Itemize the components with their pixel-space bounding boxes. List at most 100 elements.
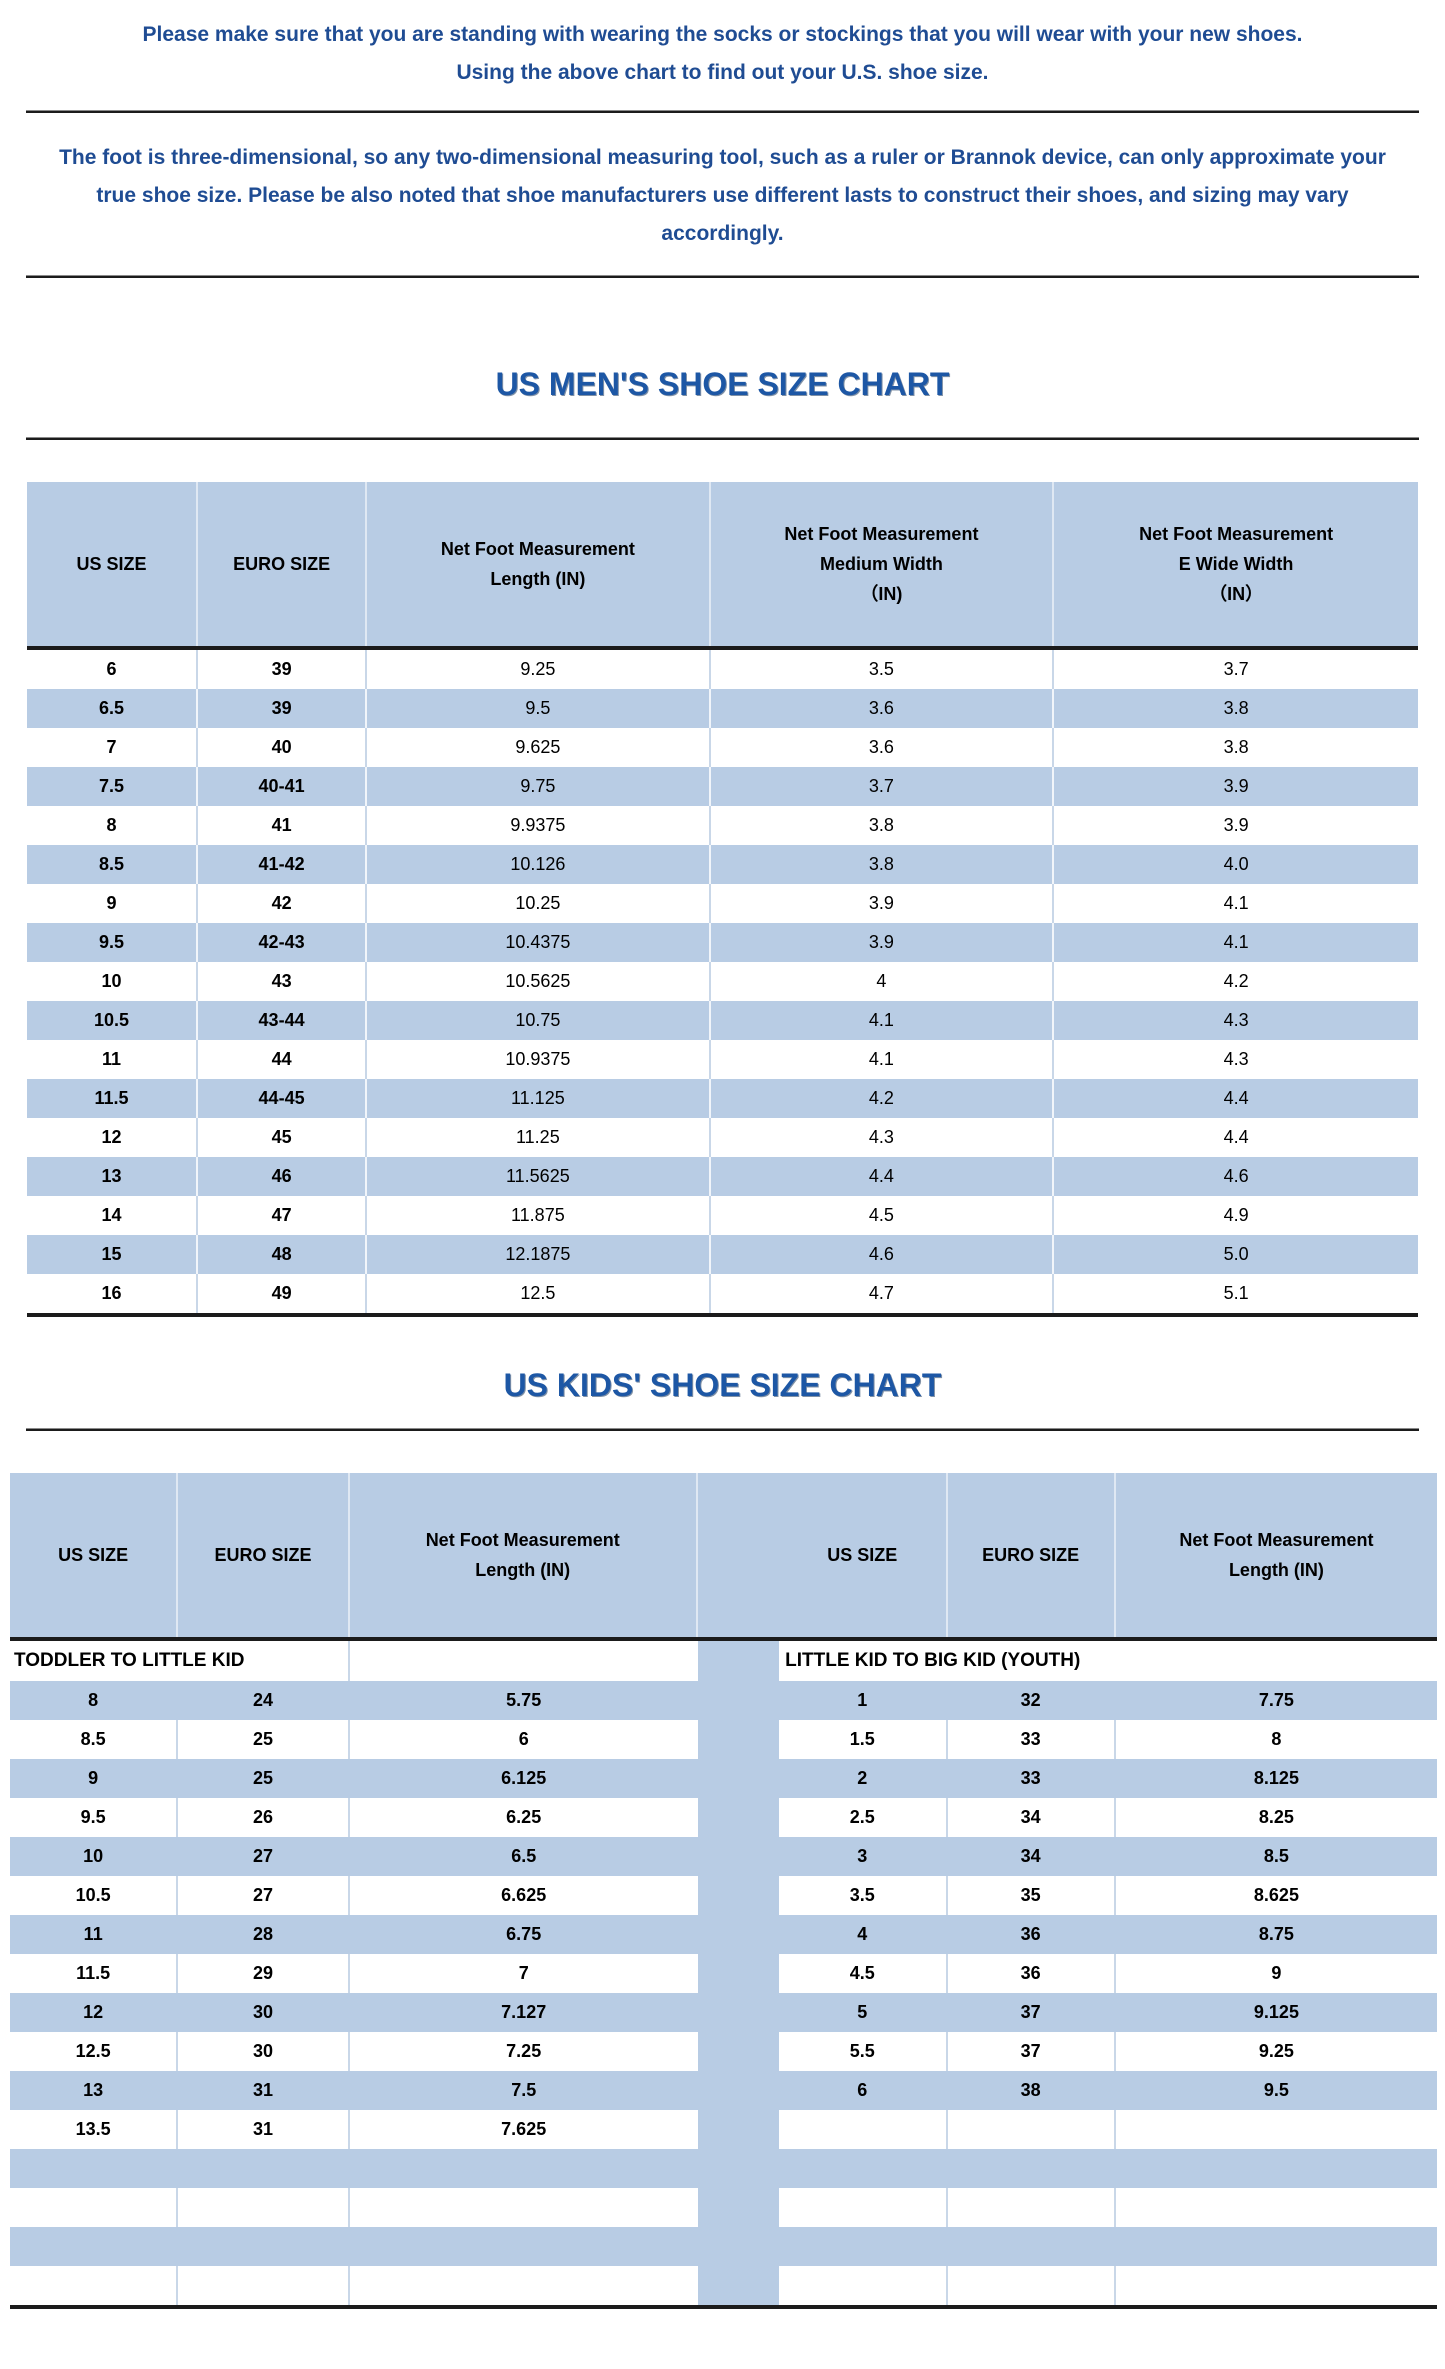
- cell-medium-width: 4.1: [711, 1040, 1055, 1079]
- table-row: 12 30 7.127 5 37 9.125: [10, 1993, 1437, 2032]
- table-row: 8 24 5.75 1 32 7.75: [10, 1681, 1437, 1720]
- cell-euro-size: 39: [198, 650, 368, 689]
- header-euro-size-right: EURO SIZE: [948, 1473, 1116, 1637]
- kids-table-header-row: US SIZE EURO SIZE Net Foot Measurement L…: [10, 1473, 1437, 1641]
- header-us-size: US SIZE: [27, 482, 199, 646]
- cell-us-size: 6.5: [27, 689, 199, 728]
- cell-medium-width: 3.9: [711, 923, 1055, 962]
- table-row: 10 27 6.5 3 34 8.5: [10, 1837, 1437, 1876]
- cell-euro-size: 42-43: [198, 923, 368, 962]
- cell-us-size-left: [10, 2266, 179, 2305]
- cell-us-size-left: 9: [88, 1768, 99, 1788]
- table-row: 9 25 6.125 2 33 8.125: [10, 1759, 1437, 1798]
- cell-us-size-left: 13: [83, 2080, 104, 2100]
- intro-line-1: Please make sure that you are standing w…: [142, 23, 1303, 46]
- cell-length-left: 7.25: [506, 2041, 542, 2061]
- cell-medium-width: 3.8: [711, 845, 1055, 884]
- cell-us-size-left: 11.5: [10, 1954, 179, 1993]
- cell-us-size: 13: [27, 1157, 199, 1196]
- cell-euro-size: 43-44: [198, 1001, 368, 1040]
- cell-us-size: 14: [27, 1196, 199, 1235]
- cell-length-left: [350, 2266, 698, 2305]
- cell-euro-size: 46: [198, 1157, 368, 1196]
- cell-us-size: 16: [27, 1274, 199, 1313]
- table-row: [10, 2149, 1437, 2188]
- cell-euro-size-right: 38: [1020, 2080, 1041, 2100]
- cell-euro-size: 40: [198, 728, 368, 767]
- table-row: 10.5 43-44 10.75 4.1 4.3: [27, 1001, 1418, 1040]
- cell-length-right: 8.625: [1253, 1885, 1299, 1905]
- cell-us-size-right: 5: [857, 2002, 868, 2022]
- cell-euro-size-right: [948, 2227, 1116, 2266]
- table-row: 13.5 31 7.625: [10, 2110, 1437, 2149]
- table-row: 12 45 11.25 4.3 4.4: [27, 1118, 1418, 1157]
- cell-e-wide-width: 5.0: [1223, 1244, 1249, 1264]
- cell-e-wide-width: 4.1: [1223, 932, 1249, 952]
- cell-us-size: 10.5: [27, 1001, 199, 1040]
- cell-length: 11.125: [367, 1079, 711, 1118]
- cell-medium-width: 4.1: [711, 1001, 1055, 1040]
- cell-us-size: 10: [27, 962, 199, 1001]
- cell-us-size-right: [779, 2188, 948, 2227]
- cell-length: 9.5: [367, 689, 711, 728]
- cell-us-size: 12: [27, 1118, 199, 1157]
- cell-length-right: 8: [1271, 1729, 1282, 1749]
- cell-us-size-left: 8: [88, 1690, 99, 1710]
- spacer-column: [697, 1993, 780, 2032]
- header-us-size-left: US SIZE: [10, 1473, 179, 1637]
- table-row: [10, 2227, 1437, 2266]
- table-row: 13 46 11.5625 4.4 4.6: [27, 1157, 1418, 1196]
- table-row: 8.5 25 6 1.5 33 8: [10, 1720, 1437, 1759]
- spacer-column: [697, 2110, 780, 2149]
- cell-euro-size-right: 37: [1020, 2002, 1041, 2022]
- cell-us-size-left: 10: [83, 1846, 104, 1866]
- cell-length-left: 6.5: [511, 1846, 537, 1866]
- cell-euro-size: 40-41: [198, 767, 368, 806]
- cell-medium-width: 4.7: [711, 1274, 1055, 1313]
- cell-length-right: 7.75: [1258, 1690, 1294, 1710]
- cell-length: 10.75: [367, 1001, 711, 1040]
- spacer-column: [697, 2032, 780, 2071]
- cell-e-wide-width: 4.4: [1223, 1127, 1249, 1147]
- table-row: 7 40 9.625 3.6 3.8: [27, 728, 1418, 767]
- cell-us-size-right: [779, 2110, 948, 2149]
- cell-length: 9.625: [367, 728, 711, 767]
- cell-euro-size: 44: [198, 1040, 368, 1079]
- cell-e-wide-width: 4.9: [1223, 1205, 1249, 1225]
- cell-length: 11.5625: [367, 1157, 711, 1196]
- cell-length: 10.5625: [367, 962, 711, 1001]
- table-row: 6 39 9.25 3.5 3.7: [27, 650, 1418, 689]
- cell-length: 12.5: [367, 1274, 711, 1313]
- cell-us-size: 7: [27, 728, 199, 767]
- spacer-column: [697, 1954, 780, 1993]
- mens-chart-title: US MEN'S SHOE SIZE CHART: [495, 366, 950, 402]
- cell-length: 10.9375: [367, 1040, 711, 1079]
- cell-us-size-left: 12.5: [10, 2032, 179, 2071]
- cell-euro-size-right: 34: [948, 1798, 1116, 1837]
- cell-medium-width: 3.9: [711, 884, 1055, 923]
- cell-e-wide-width: 4.3: [1223, 1049, 1249, 1069]
- cell-euro-size-right: 35: [948, 1876, 1116, 1915]
- section-empty-cell: [350, 1641, 698, 1681]
- cell-euro-size-left: 27: [252, 1846, 273, 1866]
- cell-us-size-right: [779, 2149, 947, 2188]
- cell-us-size-right: 5.5: [779, 2032, 948, 2071]
- spacer-column: [697, 1837, 780, 1876]
- cell-us-size-left: 8.5: [10, 1720, 179, 1759]
- cell-euro-size-right: [948, 2149, 1116, 2188]
- cell-us-size: 9: [27, 884, 199, 923]
- table-row: 8 41 9.9375 3.8 3.9: [27, 806, 1418, 845]
- table-row: 11 28 6.75 4 36 8.75: [10, 1915, 1437, 1954]
- section-label-youth: LITTLE KID TO BIG KID (YOUTH): [785, 1650, 1081, 1671]
- horizontal-divider: [26, 110, 1419, 113]
- header-medium-width: Net Foot Measurement Medium Width （IN): [711, 482, 1055, 646]
- cell-euro-size: 43: [198, 962, 368, 1001]
- cell-euro-size: 41: [198, 806, 368, 845]
- spacer-column: [697, 1915, 780, 1954]
- table-row: 9 42 10.25 3.9 4.1: [27, 884, 1418, 923]
- cell-length-left: 6.625: [501, 1885, 547, 1905]
- header-e-wide-width: Net Foot Measurement E Wide Width （IN）: [1139, 524, 1334, 604]
- cell-medium-width: 4: [711, 962, 1055, 1001]
- cell-length-left: 7.127: [501, 2002, 547, 2022]
- table-row: 8.5 41-42 10.126 3.8 4.0: [27, 845, 1418, 884]
